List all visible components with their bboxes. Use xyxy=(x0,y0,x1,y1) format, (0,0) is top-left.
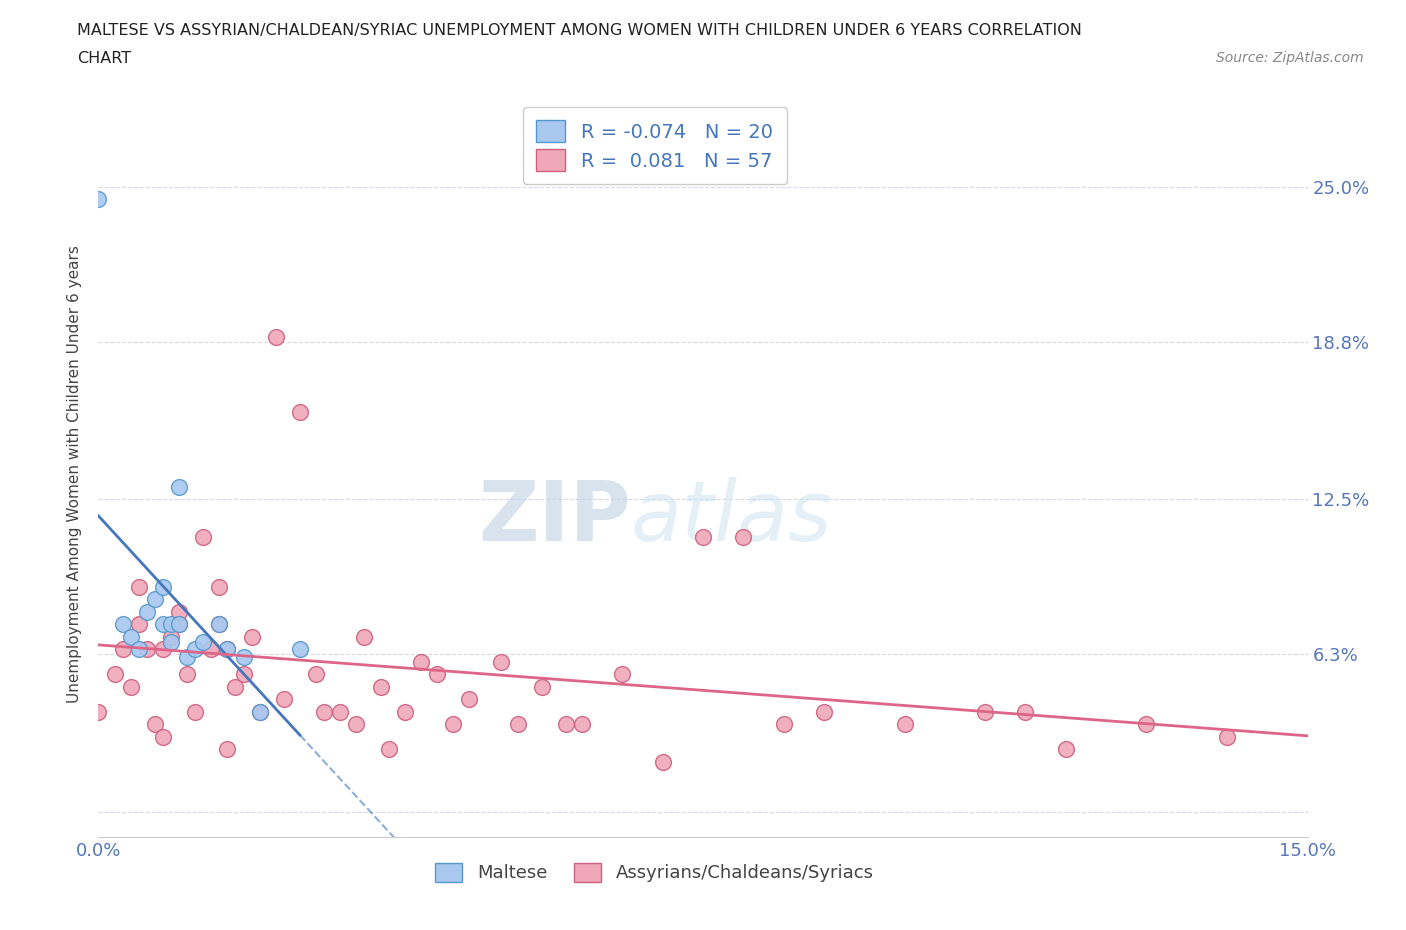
Point xyxy=(329,705,352,720)
Point xyxy=(314,705,336,720)
Point xyxy=(1014,705,1036,720)
Point xyxy=(167,479,190,494)
Point xyxy=(893,717,915,732)
Text: MALTESE VS ASSYRIAN/CHALDEAN/SYRIAC UNEMPLOYMENT AMONG WOMEN WITH CHILDREN UNDER: MALTESE VS ASSYRIAN/CHALDEAN/SYRIAC UNEM… xyxy=(77,23,1083,38)
Point xyxy=(143,717,166,732)
Point xyxy=(128,642,150,657)
Point xyxy=(120,630,142,644)
Point xyxy=(152,617,174,631)
Point xyxy=(1054,742,1077,757)
Point xyxy=(249,705,271,720)
Point xyxy=(370,680,392,695)
Point xyxy=(305,667,328,682)
Legend: Maltese, Assyrians/Chaldeans/Syriacs: Maltese, Assyrians/Chaldeans/Syriacs xyxy=(425,852,884,893)
Text: atlas: atlas xyxy=(630,477,832,558)
Point xyxy=(409,655,432,670)
Point xyxy=(184,642,207,657)
Point xyxy=(224,680,246,695)
Point xyxy=(167,617,190,631)
Point xyxy=(135,604,157,619)
Point xyxy=(458,692,481,707)
Point xyxy=(176,667,198,682)
Point xyxy=(506,717,529,732)
Point xyxy=(87,192,110,206)
Text: Source: ZipAtlas.com: Source: ZipAtlas.com xyxy=(1216,51,1364,65)
Point xyxy=(394,705,416,720)
Point xyxy=(217,742,239,757)
Point xyxy=(128,579,150,594)
Point xyxy=(772,717,794,732)
Point xyxy=(152,579,174,594)
Point xyxy=(176,649,198,664)
Y-axis label: Unemployment Among Women with Children Under 6 years: Unemployment Among Women with Children U… xyxy=(67,246,83,703)
Point xyxy=(193,529,215,544)
Point xyxy=(143,591,166,606)
Point xyxy=(128,617,150,631)
Point xyxy=(232,667,254,682)
Point xyxy=(167,617,190,631)
Point xyxy=(692,529,714,544)
Point xyxy=(377,742,399,757)
Point xyxy=(426,667,449,682)
Point xyxy=(353,630,375,644)
Point xyxy=(208,579,231,594)
Point xyxy=(232,649,254,664)
Point xyxy=(152,729,174,744)
Point xyxy=(571,717,593,732)
Point xyxy=(651,754,673,769)
Point xyxy=(103,667,125,682)
Point xyxy=(184,705,207,720)
Point xyxy=(135,642,157,657)
Point xyxy=(273,692,295,707)
Point xyxy=(974,705,997,720)
Point xyxy=(1135,717,1157,732)
Point xyxy=(1216,729,1239,744)
Point xyxy=(217,642,239,657)
Point xyxy=(249,705,271,720)
Point xyxy=(87,705,110,720)
Point xyxy=(733,529,755,544)
Point xyxy=(111,642,134,657)
Point xyxy=(555,717,578,732)
Point xyxy=(344,717,367,732)
Point xyxy=(208,617,231,631)
Point xyxy=(240,630,263,644)
Point xyxy=(813,705,835,720)
Point xyxy=(612,667,634,682)
Point xyxy=(530,680,553,695)
Point xyxy=(160,630,183,644)
Point xyxy=(264,329,287,344)
Point xyxy=(193,634,215,649)
Point xyxy=(200,642,222,657)
Text: ZIP: ZIP xyxy=(478,477,630,558)
Point xyxy=(288,642,311,657)
Point xyxy=(111,617,134,631)
Point xyxy=(160,634,183,649)
Point xyxy=(217,642,239,657)
Point xyxy=(167,604,190,619)
Point xyxy=(208,617,231,631)
Point xyxy=(160,617,183,631)
Point xyxy=(120,680,142,695)
Text: CHART: CHART xyxy=(77,51,131,66)
Point xyxy=(152,642,174,657)
Point xyxy=(491,655,513,670)
Point xyxy=(288,405,311,419)
Point xyxy=(441,717,464,732)
